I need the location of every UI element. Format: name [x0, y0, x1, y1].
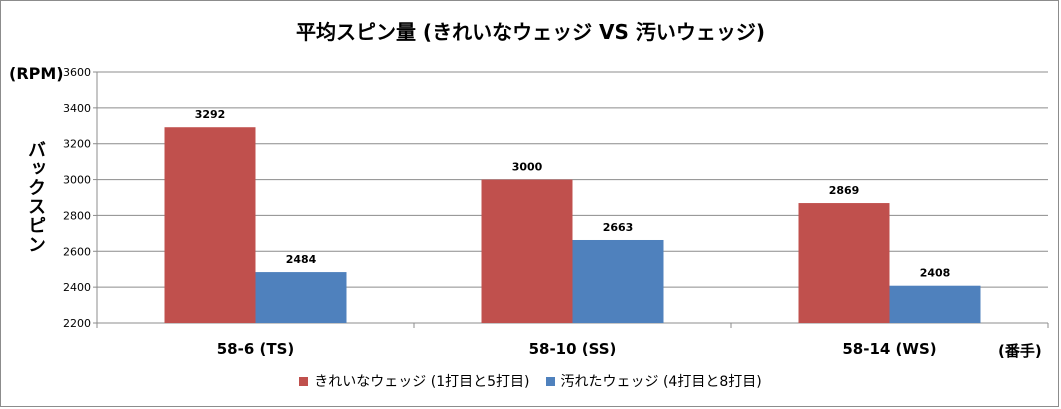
y-tick-label: 2200 [63, 317, 91, 330]
x-axis-unit: (番手) [998, 342, 1042, 360]
y-tick-label: 3000 [63, 174, 91, 187]
bar [164, 127, 256, 323]
legend-swatch [299, 376, 309, 386]
legend-swatch [545, 376, 555, 386]
bar [798, 203, 890, 323]
y-tick-label: 3400 [63, 102, 91, 115]
y-tick-label: 3600 [63, 66, 91, 79]
bar [889, 285, 981, 323]
x-tick-label: 58-14 (WS) [842, 340, 936, 358]
legend-item: きれいなウェッジ (1打目と5打目) [299, 371, 530, 391]
data-label: 2484 [286, 253, 317, 266]
y-tick-label: 3200 [63, 138, 91, 151]
y-tick-label: 2800 [63, 209, 91, 222]
legend-item: 汚れたウェッジ (4打目と8打目) [545, 371, 762, 391]
y-tick-label: 2400 [63, 281, 91, 294]
bar [572, 239, 664, 323]
x-tick-label: 58-6 (TS) [217, 340, 295, 358]
x-tick-label: 58-10 (SS) [529, 340, 617, 358]
y-axis-unit: (RPM) [9, 64, 64, 83]
bar [481, 179, 573, 323]
legend-label: きれいなウェッジ (1打目と5打目) [314, 374, 530, 390]
y-tick-label: 2600 [63, 245, 91, 258]
data-label: 3000 [512, 161, 543, 174]
data-label: 3292 [195, 108, 226, 121]
legend-label: 汚れたウェッジ (4打目と8打目) [560, 374, 762, 390]
bar [255, 272, 347, 323]
data-label: 2408 [920, 267, 951, 280]
y-axis-label: バックスピン [25, 140, 46, 254]
legend: きれいなウェッジ (1打目と5打目) 汚れたウェッジ (4打目と8打目) [0, 371, 1061, 391]
chart-title: 平均スピン量 (きれいなウェッジ VS 汚いウェッジ) [295, 20, 766, 44]
data-label: 2869 [829, 184, 860, 197]
data-label: 2663 [603, 221, 634, 234]
